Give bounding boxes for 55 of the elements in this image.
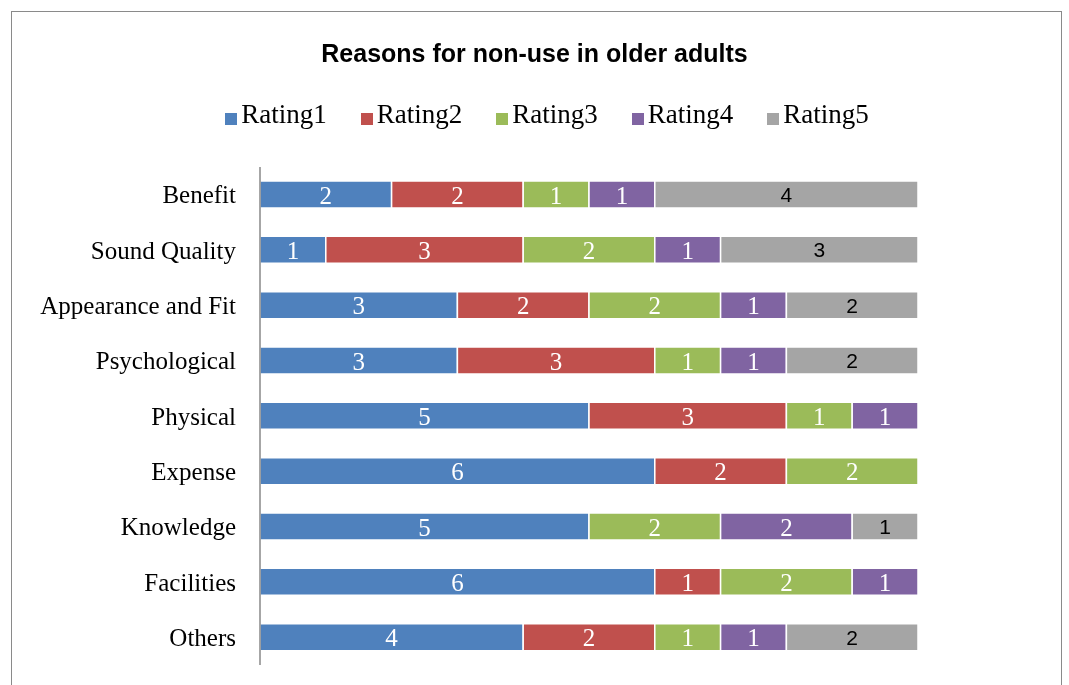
y-tick-label: Physical (151, 402, 237, 430)
data-label: 3 (418, 236, 431, 264)
data-label: 2 (451, 181, 464, 209)
data-label: 2 (648, 292, 662, 320)
legend-label: Rating2 (376, 99, 464, 129)
data-label: 1 (681, 236, 694, 264)
data-label: 1 (747, 292, 760, 320)
y-tick-label: Psychological (95, 347, 237, 375)
data-label: 1 (681, 568, 694, 596)
y-tick-label: Appearance and Fit (40, 292, 237, 320)
data-label: 1 (747, 347, 760, 375)
data-label: 2 (516, 292, 530, 320)
data-label: 1 (549, 181, 563, 209)
chart-title: Reasons for non-use in older adults (320, 38, 749, 69)
data-label: 1 (615, 181, 629, 209)
data-label: 2 (648, 513, 662, 541)
data-label: 3 (813, 238, 826, 262)
data-label: 6 (451, 568, 464, 596)
y-tick-label: Expense (151, 458, 236, 486)
data-label: 4 (780, 183, 793, 207)
data-label: 1 (813, 402, 826, 430)
data-label: 1 (747, 624, 760, 652)
y-tick-label: Others (169, 624, 236, 652)
data-label: 3 (681, 402, 694, 430)
data-label: 2 (582, 236, 596, 264)
data-label: 5 (418, 402, 431, 430)
data-label: 2 (780, 568, 793, 596)
data-label: 2 (846, 293, 859, 317)
data-label: 1 (879, 515, 891, 539)
data-label: 2 (846, 625, 859, 649)
y-tick-label: Knowledge (120, 513, 236, 541)
data-label: 1 (286, 236, 300, 264)
legend-label: Rating1 (241, 99, 328, 129)
data-label: 1 (681, 347, 694, 375)
y-tick-label: Facilities (144, 568, 236, 596)
data-label: 5 (418, 513, 431, 541)
data-label: 2 (846, 349, 859, 373)
data-label: 2 (714, 458, 727, 486)
data-label: 4 (385, 624, 399, 652)
data-label: 2 (780, 513, 793, 541)
data-label: 1 (681, 624, 694, 652)
legend-label: Rating5 (783, 99, 870, 129)
data-label: 3 (352, 292, 365, 320)
data-label: 3 (549, 347, 563, 375)
data-label: 2 (845, 458, 859, 486)
data-label: 1 (878, 402, 892, 430)
legend-label: Rating3 (512, 99, 599, 129)
y-tick-label: Sound Quality (90, 236, 237, 264)
data-label: 6 (451, 458, 464, 486)
y-tick-label: Benefit (162, 181, 237, 209)
data-label: 2 (319, 181, 333, 209)
data-label: 2 (582, 624, 596, 652)
data-label: 3 (352, 347, 365, 375)
legend-label: Rating4 (647, 99, 735, 129)
data-label: 1 (878, 568, 892, 596)
